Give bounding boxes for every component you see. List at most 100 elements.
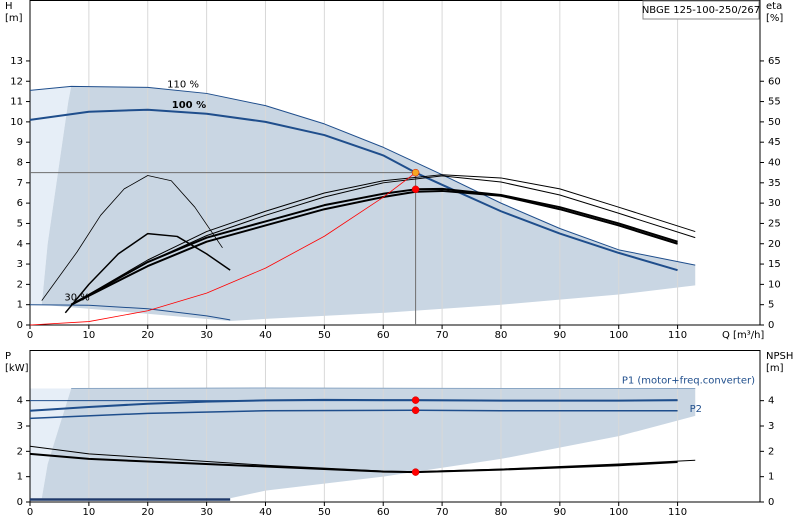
y-tick-label: 12 <box>10 76 23 87</box>
y2-tick-label: 40 <box>768 158 781 169</box>
x-tick-label: 50 <box>318 330 331 341</box>
y-tick-label: 6 <box>17 198 23 209</box>
y-axis-label: [kW] <box>5 363 29 374</box>
duty-point <box>411 396 420 404</box>
x-tick-label: 60 <box>377 507 390 518</box>
curve <box>29 409 678 420</box>
x-tick-label: 100 <box>609 330 628 341</box>
curve <box>29 304 231 321</box>
x-tick-label: 30 <box>200 507 213 518</box>
y2-axis-label: NPSH <box>766 351 793 362</box>
x-tick-label: 10 <box>83 507 96 518</box>
model-box <box>642 0 760 20</box>
y-tick-label: 3 <box>17 421 23 432</box>
y-tick-label: 13 <box>10 56 23 67</box>
x-tick-label: 100 <box>609 507 628 518</box>
y2-axis-label: [m] <box>766 363 784 374</box>
y2-tick-label: 0 <box>768 320 774 331</box>
x-tick-label: 90 <box>553 507 566 518</box>
y2-tick-label: 30 <box>768 198 781 209</box>
curve <box>70 187 678 306</box>
operating-area <box>41 388 696 499</box>
curve <box>70 174 696 306</box>
operating-area <box>41 86 696 321</box>
x-tick-label: 70 <box>436 507 449 518</box>
y2-tick-label: 45 <box>768 137 781 148</box>
y-axis-label: P <box>5 351 11 362</box>
duty-point <box>411 168 420 177</box>
y2-tick-label: 35 <box>768 178 781 189</box>
x-tick-label: 30 <box>200 330 213 341</box>
curve <box>71 387 696 390</box>
y-tick-label: 11 <box>10 97 23 108</box>
curve <box>29 85 696 266</box>
x-tick-label: 20 <box>141 330 154 341</box>
y2-axis-label: [%] <box>766 13 783 24</box>
y-tick-label: 4 <box>17 396 23 407</box>
y2-tick-label: 4 <box>768 396 774 407</box>
x-tick-label: 0 <box>27 330 33 341</box>
y-axis-label: [m] <box>5 13 23 24</box>
y-tick-label: 5 <box>17 218 23 229</box>
x-tick-label: 70 <box>436 330 449 341</box>
y-axis-label: H <box>5 1 13 12</box>
x-axis-label: Q [m³/h] <box>722 330 764 341</box>
y2-tick-label: 20 <box>768 239 781 250</box>
curve <box>29 452 678 474</box>
y2-tick-label: 25 <box>768 218 781 229</box>
x-tick-label: 60 <box>377 330 390 341</box>
x-tick-label: 110 <box>668 507 687 518</box>
x-tick-label: 0 <box>27 507 33 518</box>
curve <box>29 108 678 272</box>
x-tick-label: 90 <box>553 330 566 341</box>
y2-tick-label: 55 <box>768 97 781 108</box>
y2-tick-label: 2 <box>768 446 774 457</box>
curve <box>70 175 696 306</box>
y-tick-label: 0 <box>17 320 23 331</box>
x-tick-label: 40 <box>259 507 272 518</box>
x-tick-label: 10 <box>83 330 96 341</box>
model-name: NBGE 125-100-250/267 <box>642 5 760 16</box>
x-tick-label: 80 <box>495 507 508 518</box>
y2-tick-label: 65 <box>768 56 781 67</box>
operating-area <box>30 388 72 499</box>
y-tick-label: 4 <box>17 239 23 250</box>
curve-label: 110 % <box>167 79 199 90</box>
y2-tick-label: 15 <box>768 259 781 270</box>
y2-tick-label: 50 <box>768 117 781 128</box>
curve <box>70 189 678 306</box>
y-tick-label: 3 <box>17 259 23 270</box>
y-tick-label: 10 <box>10 117 23 128</box>
y2-tick-label: 60 <box>768 76 781 87</box>
y2-tick-label: 3 <box>768 421 774 432</box>
y2-tick-label: 5 <box>768 300 774 311</box>
x-tick-label: 80 <box>495 330 508 341</box>
duty-point <box>411 406 420 415</box>
curve <box>41 175 223 301</box>
x-tick-label: 40 <box>259 330 272 341</box>
y-tick-label: 1 <box>17 472 23 483</box>
x-tick-label: 50 <box>318 507 331 518</box>
duty-point <box>411 185 420 194</box>
y-tick-label: 7 <box>17 178 23 189</box>
y2-tick-label: 0 <box>768 497 774 508</box>
y-tick-label: 8 <box>17 158 23 169</box>
curve-label: P2 <box>690 404 702 415</box>
y-tick-label: 2 <box>17 446 23 457</box>
y-tick-label: 0 <box>17 497 23 508</box>
y-tick-label: 1 <box>17 300 23 311</box>
y2-axis-label: eta <box>766 1 782 12</box>
y-tick-label: 9 <box>17 137 23 148</box>
y2-tick-label: 1 <box>768 472 774 483</box>
duty-point <box>411 468 420 476</box>
y-tick-label: 2 <box>17 279 23 290</box>
curve <box>64 232 231 314</box>
x-tick-label: 20 <box>141 507 154 518</box>
operating-area <box>30 86 72 305</box>
x-tick-label: 110 <box>668 330 687 341</box>
curve-label: P1 (motor+freq.converter) <box>622 376 755 387</box>
y2-tick-label: 10 <box>768 279 781 290</box>
curve <box>29 172 416 326</box>
